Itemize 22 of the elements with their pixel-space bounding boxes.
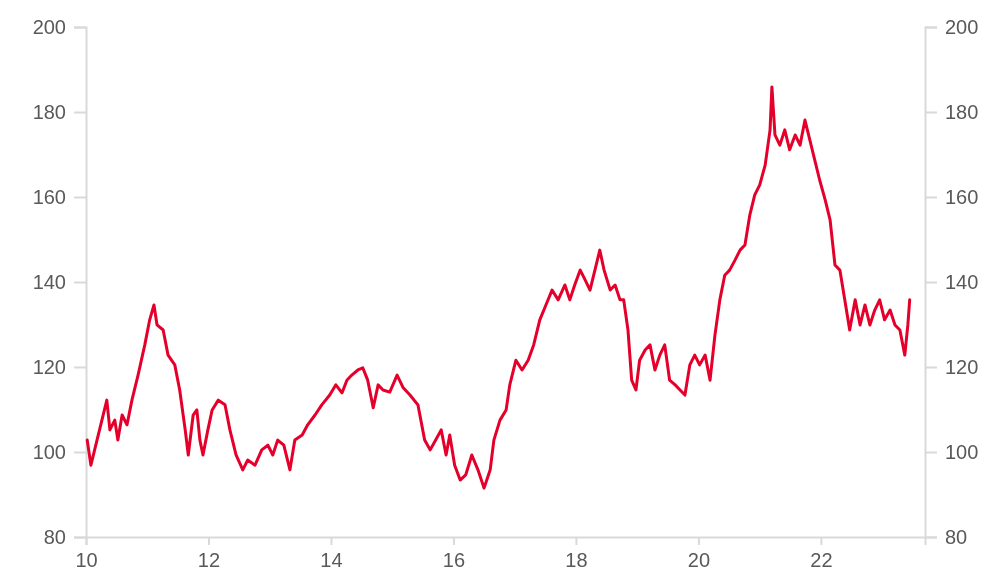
y-tick-label: 160 bbox=[32, 185, 66, 208]
x-tick-label: 20 bbox=[687, 549, 711, 572]
y-tick-label: 120 bbox=[32, 355, 66, 378]
y-tick-label: 180 bbox=[32, 100, 66, 123]
y-tick-label: 100 bbox=[32, 440, 66, 463]
y2-tick-label: 180 bbox=[945, 100, 979, 123]
y2-tick-label: 200 bbox=[945, 15, 979, 38]
y2-tick-label: 80 bbox=[945, 525, 968, 548]
x-tick-label: 14 bbox=[320, 549, 343, 572]
y2-tick-label: 140 bbox=[945, 270, 979, 293]
x-tick-label: 16 bbox=[442, 549, 466, 572]
line-series bbox=[85, 85, 912, 490]
y2-tick-label: 160 bbox=[945, 185, 979, 208]
x-tick-label: 18 bbox=[565, 549, 588, 572]
x-tick-label: 22 bbox=[810, 549, 833, 572]
y-tick-label: 80 bbox=[43, 525, 66, 548]
x-tick-label: 12 bbox=[197, 549, 221, 572]
y-tick-label: 140 bbox=[32, 270, 66, 293]
y-tick-label: 200 bbox=[32, 15, 66, 38]
x-tick-label: 10 bbox=[75, 549, 98, 572]
y2-tick-label: 100 bbox=[945, 440, 979, 463]
y2-tick-label: 120 bbox=[945, 355, 979, 378]
